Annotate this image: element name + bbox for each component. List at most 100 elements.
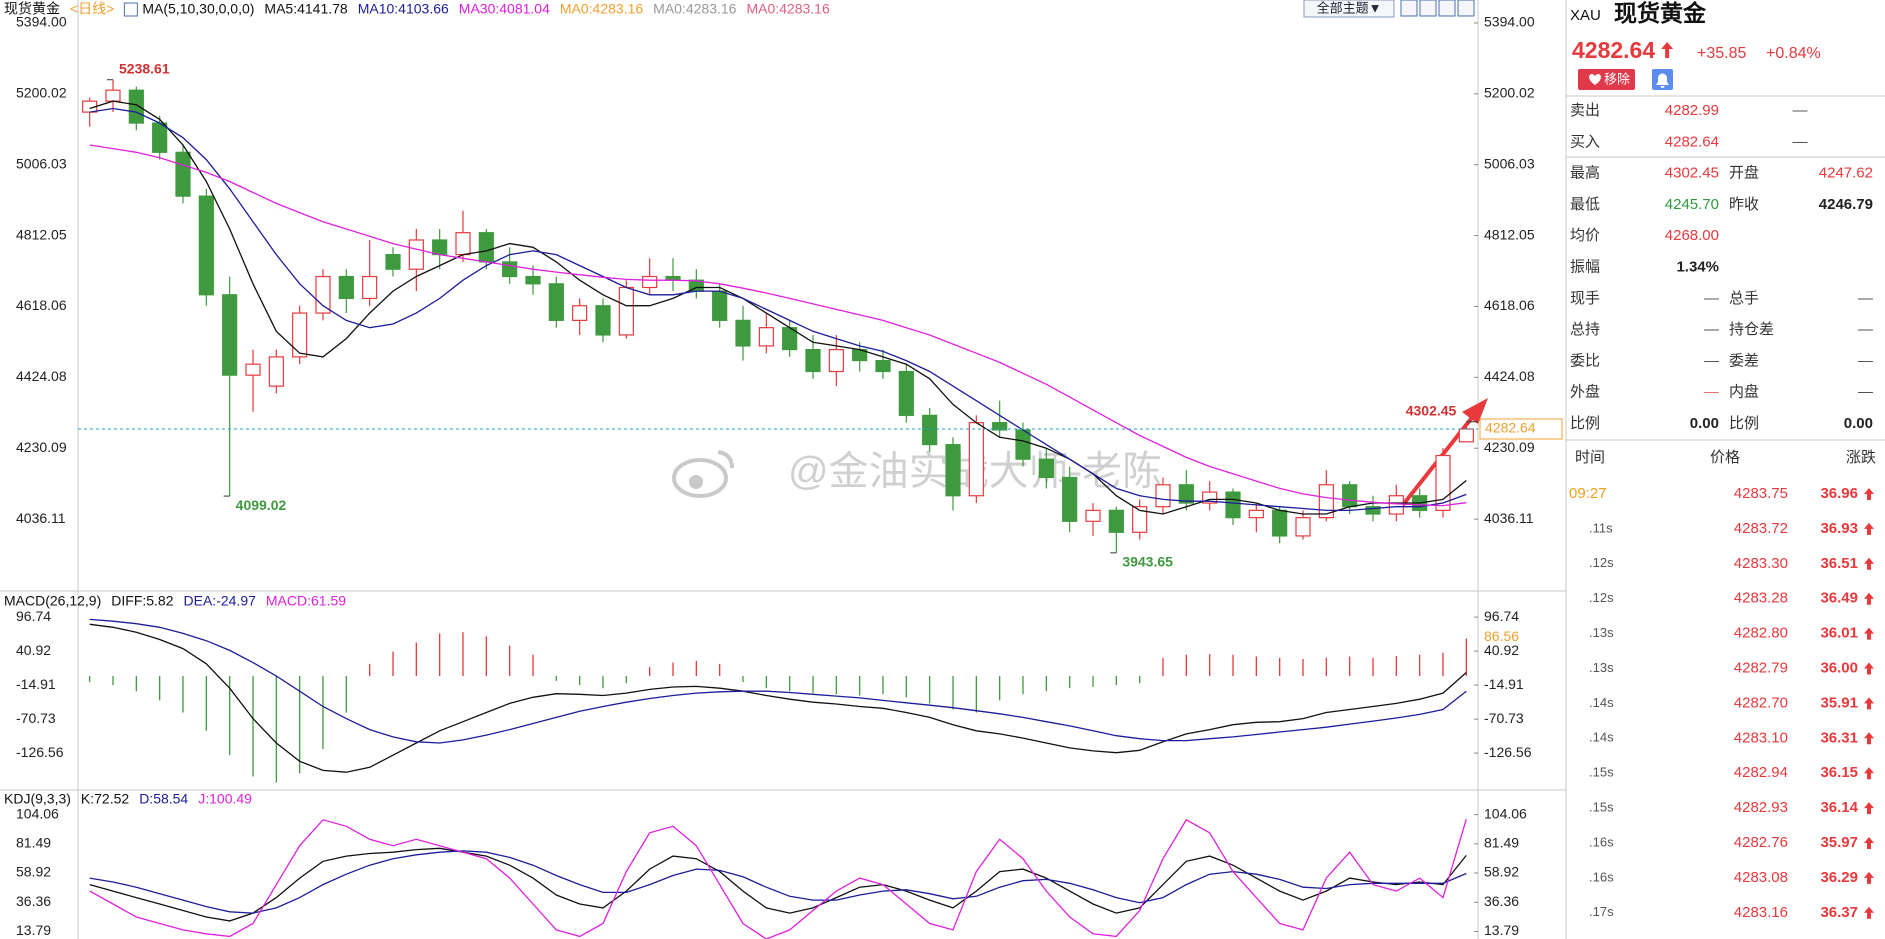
indicator-title: MACD(26,12,9): [4, 593, 101, 609]
trade-change: 36.01: [1820, 625, 1858, 642]
toolbar-icon[interactable]: [1457, 0, 1475, 17]
y-tick-label: 4618.06: [1484, 297, 1535, 313]
row-label: 总手: [1729, 290, 1759, 307]
y-tick-label: 4812.05: [16, 226, 67, 242]
toolbar-icon[interactable]: [1438, 0, 1456, 17]
legend-entry: MACD:61.59: [266, 593, 346, 609]
toolbar-icon[interactable]: [1419, 0, 1437, 17]
trade-time: .12s: [1589, 590, 1614, 605]
candle-body: [968, 422, 984, 497]
trade-change: 36.96: [1820, 485, 1858, 502]
annotation-label: 4099.02: [236, 497, 287, 513]
arrow-head: [1462, 398, 1488, 424]
trade-arrow: [1864, 697, 1874, 710]
trade-change: 36.29: [1820, 869, 1858, 886]
remove-label[interactable]: 移除: [1604, 71, 1630, 86]
row-value: —: [1704, 321, 1719, 338]
row-label: 比例: [1570, 415, 1600, 432]
legend-entry: J:100.49: [198, 791, 252, 807]
row-value: —: [1704, 290, 1719, 307]
indicator-line: [89, 618, 1467, 744]
row-label: 最高: [1570, 165, 1600, 182]
row-label: 委比: [1570, 352, 1600, 369]
candle-body: [1318, 484, 1334, 519]
toolbar-button[interactable]: [1303, 0, 1395, 18]
annotation-label: 4302.45: [1406, 402, 1457, 418]
y-tick-label: -70.73: [1484, 710, 1524, 726]
trade-change: 36.00: [1820, 659, 1858, 676]
candle-body: [805, 348, 821, 373]
row-label: 现手: [1570, 290, 1600, 307]
trade-arrow: [1864, 662, 1874, 675]
y-tick-label: 81.49: [16, 835, 51, 851]
candle-body: [175, 151, 191, 197]
candle-body: [1272, 509, 1288, 537]
candle-body: [758, 327, 774, 347]
y-tick-label: 4618.06: [16, 297, 67, 313]
trade-price: 4283.30: [1734, 555, 1788, 572]
trade-price: 4282.93: [1734, 799, 1788, 816]
trade-price: 4283.75: [1734, 485, 1788, 502]
y-tick-label: 104.06: [1484, 805, 1527, 821]
trade-change: 36.14: [1820, 799, 1858, 816]
legend-entry: DEA:-24.97: [184, 593, 257, 609]
y-tick-label: 104.06: [16, 805, 59, 821]
candle-body: [385, 253, 401, 270]
indicator-line: [89, 850, 1467, 914]
indicator-line: [89, 623, 1467, 773]
trade-time: .17s: [1589, 904, 1614, 919]
y-tick-label: 5200.02: [1484, 85, 1535, 101]
trade-price: 4282.94: [1734, 764, 1788, 781]
candle-body: [1178, 484, 1194, 504]
candle-body: [618, 286, 634, 336]
y-tick-label: 4424.08: [1484, 368, 1535, 384]
row-value: —: [1704, 352, 1719, 369]
candle-body: [922, 414, 938, 446]
row-label: 振幅: [1570, 258, 1600, 275]
y-tick-label: 81.49: [1484, 835, 1519, 851]
legend-entry: MA30:4081.04: [459, 1, 550, 17]
bell-icon: [1656, 73, 1669, 88]
trade-price: 4283.72: [1734, 520, 1788, 537]
legend-entry: MA0:4283.16: [746, 1, 829, 17]
y-tick-label: 5006.03: [16, 155, 67, 171]
trade-change: 36.51: [1820, 555, 1858, 572]
row-value: —: [1793, 133, 1808, 150]
candle-body: [105, 89, 121, 102]
period-label: <日线>: [70, 1, 114, 17]
trade-price: 4283.16: [1734, 904, 1788, 921]
logo-shape: [672, 458, 728, 498]
legend-entry: DIFF:5.82: [111, 593, 173, 609]
annotation-label: 3943.65: [1122, 554, 1173, 570]
legend-entry: MA5:4141.78: [264, 1, 347, 17]
candle-body: [268, 356, 284, 387]
y-tick-label: 96.74: [1484, 608, 1519, 624]
indicator-label: MA(5,10,30,0,0,0): [142, 1, 254, 17]
legend-entry: MA10:4103.66: [358, 1, 449, 17]
y-tick-label: 4230.09: [1484, 439, 1535, 455]
y-tick-label: -126.56: [1484, 744, 1532, 760]
toolbar-label[interactable]: 全部主题▼: [1317, 0, 1382, 15]
y-tick-label: 96.74: [16, 608, 51, 624]
candle-body: [1062, 476, 1078, 522]
candle-body: [595, 305, 611, 336]
trade-arrow: [1864, 592, 1874, 605]
trade-price: 4282.76: [1734, 834, 1788, 851]
symbol: XAU: [1570, 7, 1601, 24]
trade-time: .13s: [1589, 660, 1614, 675]
chart-title: 现货黄金: [4, 1, 60, 17]
trades-header: 涨跌: [1846, 449, 1876, 466]
legend-entry: K:72.52: [81, 791, 129, 807]
trade-change: 36.49: [1820, 590, 1858, 607]
y-tick-label: 40.92: [16, 642, 51, 658]
y-tick-label: 5394.00: [1484, 14, 1535, 30]
toolbar-icon[interactable]: [1400, 0, 1418, 17]
trade-price: 4283.10: [1734, 729, 1788, 746]
trade-change: 36.93: [1820, 520, 1858, 537]
heart-icon: [1589, 74, 1601, 85]
price-tag-label: 4282.64: [1485, 420, 1536, 436]
y-tick-label: 13.79: [1484, 922, 1519, 938]
indicator-title: KDJ(9,3,3): [4, 791, 71, 807]
